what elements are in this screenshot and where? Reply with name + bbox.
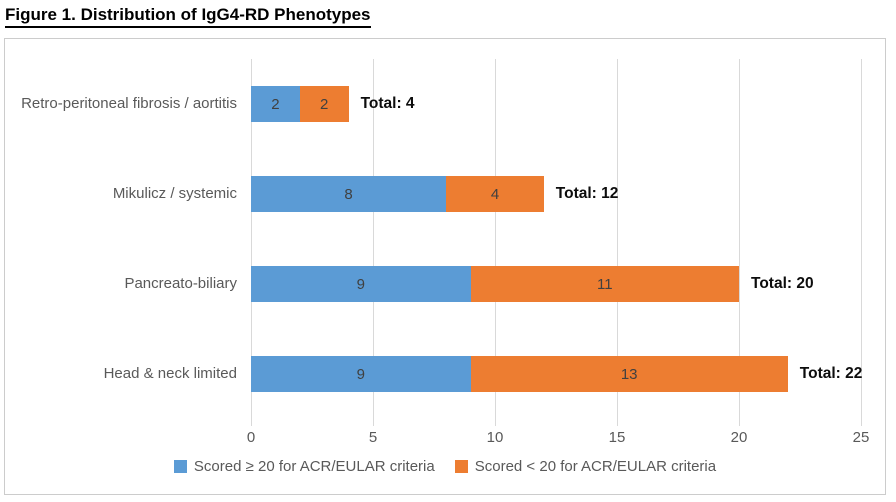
bar-segment-scored-lt-20: 2 bbox=[299, 86, 349, 122]
gridline bbox=[861, 59, 862, 426]
x-tick-label: 10 bbox=[486, 429, 504, 446]
gridline bbox=[251, 59, 252, 426]
plot-area: 2 2 Total: 4 8 4 Total: 12 9 11 Total: 20 9 13 Tota… bbox=[251, 59, 863, 426]
gridline bbox=[739, 59, 740, 426]
category-label: Mikulicz / systemic bbox=[112, 185, 237, 203]
bar-segment-scored-lt-20: 4 bbox=[446, 176, 544, 212]
category-label: Retro-peritoneal fibrosis / aortitis bbox=[21, 95, 237, 113]
x-tick-label: 5 bbox=[368, 429, 378, 446]
gridline bbox=[617, 59, 618, 426]
legend-label: Scored ≥ 20 for ACR/EULAR criteria bbox=[193, 458, 435, 475]
bar-segment-scored-lt-20: 11 bbox=[470, 266, 739, 302]
bar-row: 8 4 Total: 12 bbox=[251, 149, 861, 239]
total-label: Total: 22 bbox=[799, 365, 863, 382]
bar-segment-scored-ge-20: 2 bbox=[251, 86, 300, 122]
total-label: Total: 20 bbox=[751, 275, 814, 292]
total-label: Total: 12 bbox=[555, 185, 619, 202]
legend-swatch-scored-ge-20 bbox=[173, 460, 187, 473]
x-tick-label: 15 bbox=[608, 429, 626, 446]
x-tick-label: 20 bbox=[730, 429, 748, 446]
bar-row: 9 13 Total: 22 bbox=[251, 329, 863, 419]
legend-swatch-scored-lt-20 bbox=[454, 460, 468, 473]
legend: Scored ≥ 20 for ACR/EULAR criteria Scored… bbox=[5, 458, 885, 475]
x-tick-label: 0 bbox=[246, 429, 256, 446]
figure-title: Figure 1. Distribution of IgG4-RD Phenot… bbox=[5, 5, 371, 28]
bar-segment-scored-lt-20: 13 bbox=[470, 356, 788, 392]
x-tick-label: 25 bbox=[852, 429, 870, 446]
category-label: Pancreato-biliary bbox=[124, 275, 237, 293]
stacked-bar: 9 13 bbox=[251, 356, 788, 392]
legend-item-scored-ge-20: Scored ≥ 20 for ACR/EULAR criteria bbox=[173, 458, 435, 475]
bar-segment-scored-ge-20: 8 bbox=[251, 176, 447, 212]
bar-segment-scored-ge-20: 9 bbox=[251, 266, 471, 302]
bar-row: 9 11 Total: 20 bbox=[251, 239, 861, 329]
chart-frame: 2 2 Total: 4 8 4 Total: 12 9 11 Total: 20 9 13 Tota… bbox=[4, 38, 886, 495]
total-label: Total: 4 bbox=[360, 95, 415, 112]
gridline bbox=[495, 59, 496, 426]
category-label: Head & neck limited bbox=[103, 365, 237, 383]
legend-item-scored-lt-20: Scored < 20 for ACR/EULAR criteria bbox=[454, 458, 717, 475]
legend-label: Scored < 20 for ACR/EULAR criteria bbox=[474, 458, 717, 475]
gridline bbox=[373, 59, 374, 426]
stacked-bar: 9 11 bbox=[251, 266, 739, 302]
bar-row: 2 2 Total: 4 bbox=[251, 59, 861, 149]
bar-segment-scored-ge-20: 9 bbox=[251, 356, 471, 392]
